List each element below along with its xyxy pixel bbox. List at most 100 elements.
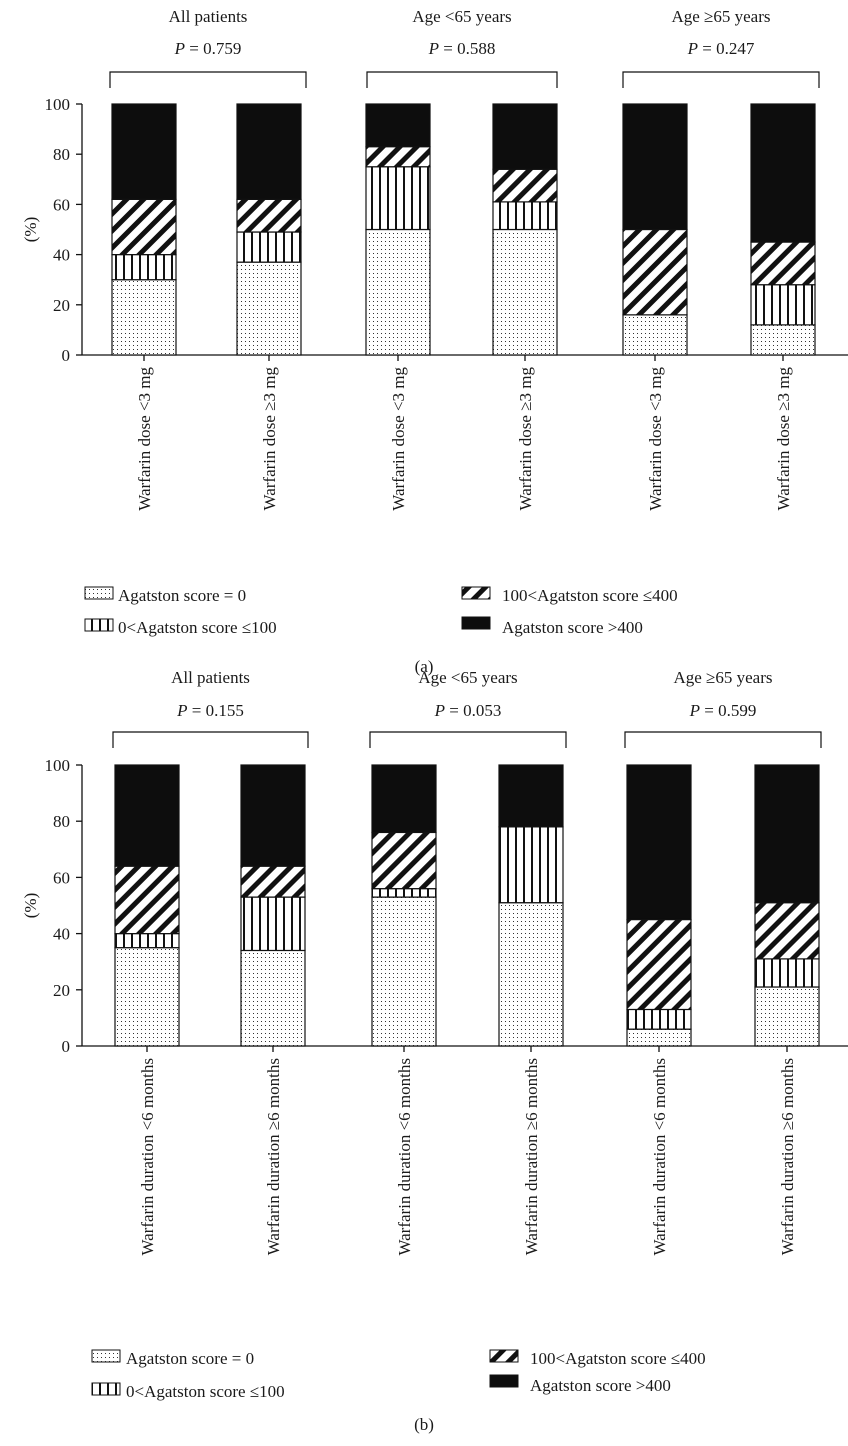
- legend-swatch-score-0: [84, 586, 114, 600]
- group-bracket: [624, 731, 822, 748]
- legend-swatch-score-100-400: [461, 586, 491, 600]
- legend-swatch-score-100-400: [489, 1349, 519, 1363]
- x-tick-label: Warfarin dose ≥3 mg: [260, 367, 279, 511]
- group-p-value: P = 0.053: [434, 701, 502, 720]
- group-bracket: [109, 71, 307, 88]
- legend: Agatston score = 0 0<Agatston score ≤100 1…: [91, 1349, 706, 1401]
- x-tick-label: Warfarin dose <3 mg: [389, 367, 408, 511]
- legend-label-score-400-plus: Agatston score >400: [502, 618, 643, 637]
- bar-segment: [371, 896, 437, 1047]
- y-tick-label: 40: [53, 925, 70, 944]
- group-p-value: P = 0.759: [174, 39, 242, 58]
- legend-swatch-score-0-100: [91, 1382, 121, 1396]
- group-p-value: P = 0.599: [689, 701, 757, 720]
- panel-label: (b): [414, 1415, 434, 1434]
- bar-segment: [498, 764, 564, 828]
- legend-swatch-score-0: [91, 1349, 121, 1363]
- bar-segment: [750, 103, 816, 243]
- bar-segment: [750, 241, 816, 286]
- legend-label-score-400-plus: Agatston score >400: [530, 1376, 671, 1395]
- bar-segment: [626, 1028, 692, 1047]
- y-tick-label: 0: [62, 1037, 71, 1056]
- group-bracket: [366, 71, 558, 88]
- bar-segment: [754, 958, 820, 988]
- bar-segment: [492, 168, 558, 203]
- bar-segment: [240, 896, 306, 952]
- chart-panel-a: 0 20 40 60 80 100 (%) Warfarin dose <3 mg Warfar…: [21, 7, 848, 676]
- p-symbol: P: [434, 701, 445, 720]
- legend-label-score-0-100: 0<Agatston score ≤100: [118, 618, 277, 637]
- p-symbol: P: [174, 39, 185, 58]
- p-symbol: P: [687, 39, 698, 58]
- y-tick-label: 60: [53, 868, 70, 887]
- x-tick-label: Warfarin duration ≥6 months: [778, 1058, 797, 1255]
- bar-segment: [365, 146, 431, 168]
- group-p-value: P = 0.247: [687, 39, 755, 58]
- p-number: = 0.599: [700, 701, 756, 720]
- bar-segment: [754, 764, 820, 904]
- bar-segment: [371, 888, 437, 898]
- bar-segment: [236, 103, 302, 200]
- legend-swatch-score-400-plus: [461, 616, 491, 630]
- y-tick-label: 80: [53, 145, 70, 164]
- y-tick-label: 40: [53, 246, 70, 265]
- bar-segment: [365, 228, 431, 356]
- group-title: Age <65 years: [412, 7, 511, 26]
- y-axis-label: (%): [21, 217, 40, 242]
- x-tick-label: Warfarin duration ≥6 months: [264, 1058, 283, 1255]
- bar-segment: [492, 201, 558, 231]
- bar-segment: [111, 279, 177, 356]
- y-tick-label: 60: [53, 195, 70, 214]
- group-p-value: P = 0.588: [428, 39, 496, 58]
- bar-segment: [114, 932, 180, 949]
- legend-label-score-0-100: 0<Agatston score ≤100: [126, 1382, 285, 1401]
- bar-segment: [750, 284, 816, 326]
- group-title: Age ≥65 years: [673, 668, 772, 687]
- x-tick-label: Warfarin dose <3 mg: [135, 367, 154, 511]
- bar-segment: [240, 865, 306, 898]
- p-symbol: P: [428, 39, 439, 58]
- bar-segment: [626, 1008, 692, 1030]
- bar-segment: [365, 166, 431, 231]
- x-tick-label: Warfarin duration <6 months: [395, 1058, 414, 1256]
- x-tick-label: Warfarin dose ≥3 mg: [516, 367, 535, 511]
- p-symbol: P: [689, 701, 700, 720]
- x-tick-label: Warfarin dose ≥3 mg: [774, 367, 793, 511]
- group-p-value: P = 0.155: [176, 701, 244, 720]
- group-bracket: [112, 731, 309, 748]
- bar-segment: [622, 103, 688, 231]
- y-tick-label: 100: [45, 95, 71, 114]
- group-title: All patients: [171, 668, 250, 687]
- x-tick-label: Warfarin dose <3 mg: [646, 367, 665, 511]
- bar-segment: [626, 918, 692, 1011]
- bar-segment: [492, 228, 558, 356]
- bar-segment: [626, 764, 692, 921]
- legend-swatch-score-0-100: [84, 618, 114, 632]
- y-tick-label: 20: [53, 296, 70, 315]
- group-bracket: [622, 71, 820, 88]
- bar-segment: [498, 826, 564, 904]
- p-number: = 0.155: [188, 701, 244, 720]
- p-symbol: P: [176, 701, 187, 720]
- group-title: All patients: [169, 7, 248, 26]
- bar-segment: [111, 254, 177, 281]
- legend-label-score-100-400: 100<Agatston score ≤400: [530, 1349, 706, 1368]
- bar-segment: [371, 764, 437, 834]
- y-tick-label: 100: [45, 756, 71, 775]
- legend-swatch-score-400-plus: [489, 1374, 519, 1388]
- bar-segment: [114, 947, 180, 1047]
- legend-label-score-100-400: 100<Agatston score ≤400: [502, 586, 678, 605]
- legend: Agatston score = 0 0<Agatston score ≤100 1…: [84, 586, 678, 637]
- bar-segment: [240, 949, 306, 1047]
- y-tick-label: 80: [53, 812, 70, 831]
- bar-segment: [754, 986, 820, 1047]
- p-number: = 0.247: [698, 39, 755, 58]
- bar-segment: [492, 103, 558, 170]
- panel-label: (a): [415, 657, 434, 676]
- legend-label-score-0: Agatston score = 0: [126, 1349, 254, 1368]
- bar-segment: [365, 103, 431, 148]
- bar-segment: [236, 231, 302, 263]
- group-bracket: [369, 731, 567, 748]
- bar-segment: [750, 324, 816, 356]
